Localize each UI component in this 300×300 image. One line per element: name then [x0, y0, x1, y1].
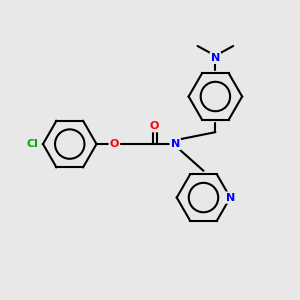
Text: N: N: [211, 53, 220, 63]
Text: N: N: [226, 193, 235, 202]
Text: Cl: Cl: [27, 139, 38, 149]
Text: O: O: [150, 121, 159, 131]
Text: N: N: [171, 139, 180, 149]
Text: O: O: [110, 139, 119, 149]
